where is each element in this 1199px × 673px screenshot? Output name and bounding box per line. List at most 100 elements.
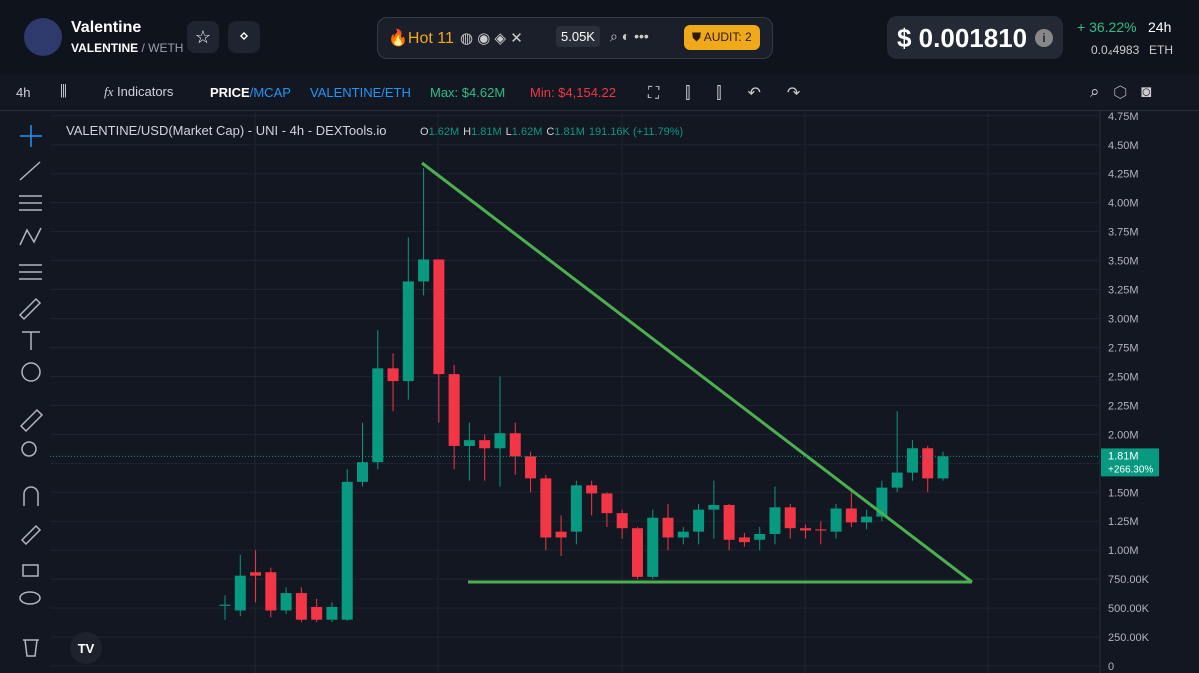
y-tick-label: 2.00M [1108,429,1139,441]
pair-toggle[interactable]: VALENTINE/ETH [310,85,411,100]
candle-body [815,529,827,531]
visibility-tool[interactable] [19,591,41,605]
y-tick-label: 2.25M [1108,400,1139,412]
favorite-button[interactable]: ☆ [187,21,219,53]
tool-icons[interactable]: ⛶⫿⫿↶↷ [648,85,827,102]
candle-body [631,528,643,577]
y-tick-label: 3.75M [1108,227,1139,239]
pair-base: VALENTINE [71,41,139,55]
candle-body [418,259,430,282]
brush-tool[interactable] [18,297,42,321]
eth-price: 0.0₄4983 [1091,43,1140,57]
forecast-tool[interactable] [19,264,42,280]
candle-body [525,456,537,479]
candle-body [677,531,689,538]
candle-body [311,606,323,620]
hot-text: Hot 11 [407,30,454,47]
y-tick-label: 3.25M [1108,285,1139,297]
magnet-tool[interactable] [23,486,39,506]
chart-title: VALENTINE/USD(Market Cap) - UNI - 4h - D… [66,123,387,138]
candle-body [555,531,567,538]
delete-tool[interactable] [23,639,39,657]
y-tick-label: 2.75M [1108,342,1139,354]
y-tick-label: 1.25M [1108,516,1139,528]
candle-body [295,593,307,620]
candle-body [326,606,338,620]
price-change: + 36.22% [1077,19,1137,35]
candle-body [250,572,262,576]
candle-body [876,487,888,517]
grid: 0250.00K500.00K750.00K1.00M1.25M1.50M1.7… [50,111,1150,673]
svg-text:TV: TV [78,641,95,656]
interval[interactable]: 4h [16,85,31,100]
price-mcap-toggle[interactable]: PRICE/MCAP [210,85,291,100]
ohlc-item: 1.62M [512,126,543,138]
y-tick-label: 3.50M [1108,256,1139,268]
time-grid [254,110,989,673]
y-tick-label: 1.50M [1108,487,1139,499]
candle-body [219,604,231,606]
change-period: 24h [1148,19,1172,35]
price: $ 0.001810 [897,23,1028,53]
token-pair: VALENTINE / WETH [71,41,183,55]
candle-body [845,508,857,523]
line-tool[interactable] [19,161,41,181]
y-tick-label: 4.50M [1108,140,1139,152]
candle-body [647,517,659,577]
right-icons[interactable]: ⌕⬡◙ [1090,82,1166,101]
pattern-tool[interactable] [19,227,42,246]
trend-line-upper [421,161,973,584]
crosshair-tool[interactable] [20,125,42,147]
ohlc-legend: O1.62M H1.81M L1.62M C1.81M 191.16K (+11.79%… [420,126,683,138]
candle-body [922,448,934,479]
indicators-text: Indicators [117,84,174,99]
candle-type[interactable]: ⫼ [60,83,67,100]
y-tick-label: 0 [1108,661,1114,673]
candle-body [937,456,949,479]
ohlc-item: L [506,126,512,138]
more-icons[interactable]: ⌕ ◐ ••• [610,28,649,44]
candle-body [479,440,491,449]
max-value: Max: $4.62M [430,85,506,100]
candle-body [570,485,582,532]
social-icons[interactable]: ◍ ◉ ◈ ✕ [460,30,523,47]
y-tick-label: 2.50M [1108,371,1139,383]
y-tick-label: 250.00K [1108,632,1150,644]
candle-body [387,368,399,382]
fib-tool[interactable] [19,195,42,211]
ohlc-item: 1.81M [471,126,502,138]
candle-body [769,507,781,534]
emoji-tool[interactable] [21,362,41,382]
y-tick-label: 3.00M [1108,314,1139,326]
token-avatar [24,18,62,56]
candle-body [265,572,277,611]
candles [219,167,949,623]
y-tick-label: 750.00K [1108,574,1150,586]
candle-body [341,481,353,620]
candle-body [356,462,368,482]
ruler-tool[interactable] [19,408,44,433]
candle-body [906,448,918,473]
indicators-button[interactable]: fx Indicators [104,84,174,99]
ohlc-item: O [420,126,429,138]
hot-rank[interactable]: 🔥Hot 11 [388,30,454,47]
price-toggle: PRICE [210,85,250,100]
candle-body [738,537,750,543]
zoom-tool[interactable] [21,441,37,457]
last-price-tag [1101,448,1159,477]
lock-draw-tool[interactable] [20,524,42,546]
followers[interactable]: 5.05K [556,26,600,47]
candle-body [891,472,903,488]
y-tick-label: 4.75M [1108,111,1139,123]
candle-body [784,507,796,529]
lock-tool[interactable] [22,564,39,577]
tv-logo: TV [70,632,102,664]
audit-text: AUDIT: 2 [703,30,752,44]
eth-unit: ETH [1149,43,1173,57]
drawing-tools [18,125,44,657]
share-button[interactable]: ⋄ [228,21,260,53]
text-tool[interactable] [22,331,40,350]
info-icon[interactable]: i [1035,29,1053,47]
audit-badge[interactable]: ⛊ AUDIT: 2 [684,25,760,50]
